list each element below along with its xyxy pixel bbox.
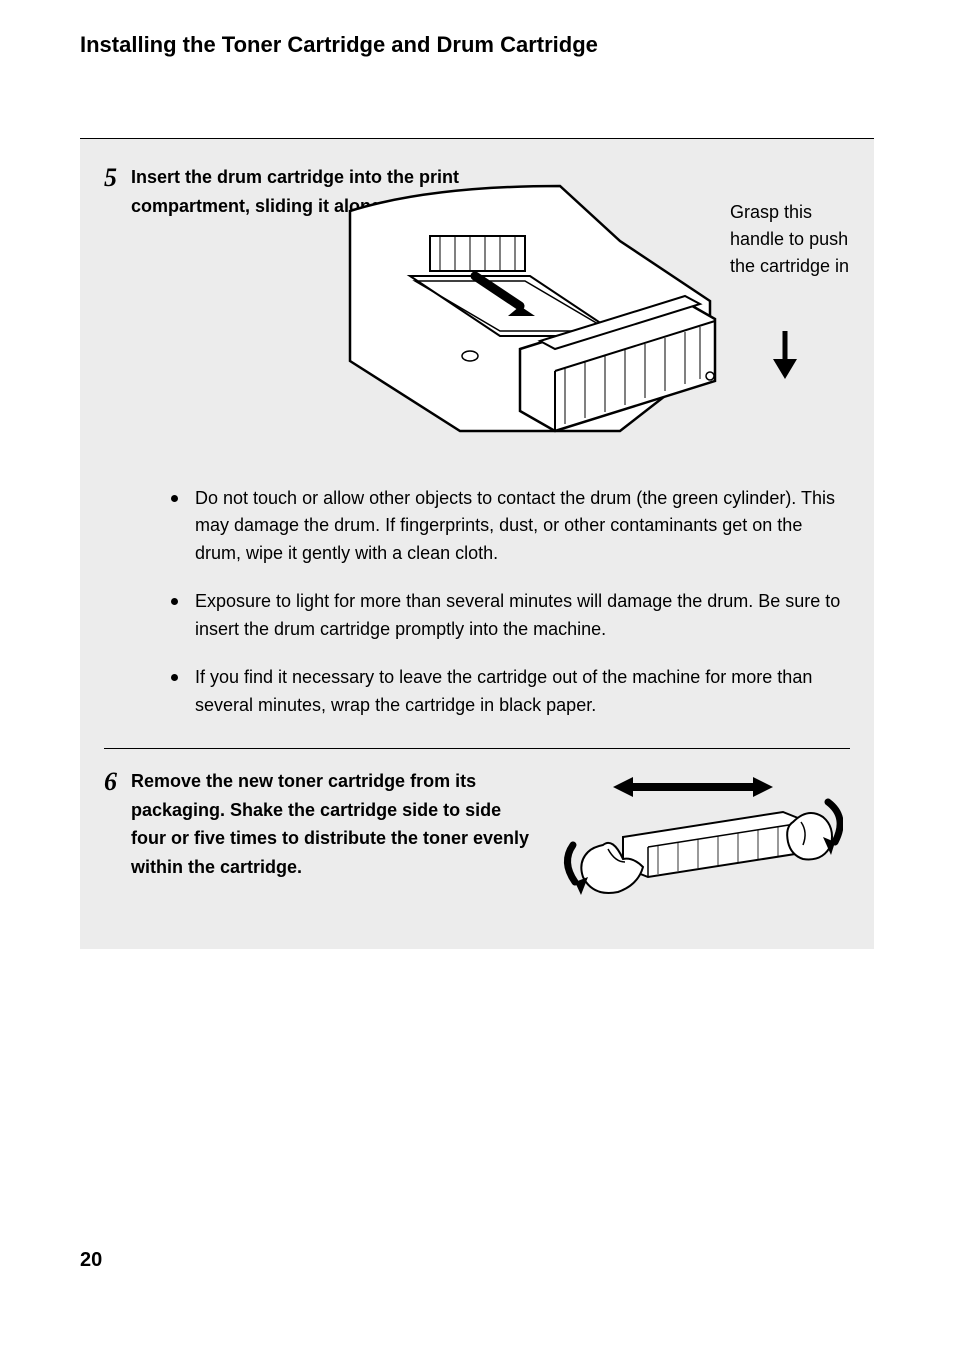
step-5-bullets: Do not touch or allow other objects to c… — [171, 485, 850, 720]
step-6-instruction: Remove the new toner cartridge from its … — [131, 767, 531, 882]
bullet-item: Do not touch or allow other objects to c… — [171, 485, 850, 569]
shake-cartridge-icon — [553, 767, 843, 917]
diagram-label: Grasp this handle to push the cartridge … — [730, 199, 860, 280]
divider — [104, 748, 850, 749]
step-6-diagram — [545, 767, 850, 917]
step-6-number: 6 — [104, 769, 117, 795]
arrow-down-icon — [770, 331, 800, 381]
printer-diagram-icon — [340, 181, 720, 461]
page-number: 20 — [80, 1249, 102, 1272]
step-5-diagram: Grasp this handle to push the cartridge … — [131, 181, 850, 461]
page-title: Installing the Toner Cartridge and Drum … — [80, 32, 874, 58]
step-5-number: 5 — [104, 165, 117, 191]
bullet-item: If you find it necessary to leave the ca… — [171, 664, 850, 720]
step-6: 6 Remove the new toner cartridge from it… — [104, 767, 850, 917]
content-box: 5 Insert the drum cartridge into the pri… — [80, 138, 874, 949]
step-5: 5 Insert the drum cartridge into the pri… — [104, 163, 850, 740]
bullet-item: Exposure to light for more than several … — [171, 588, 850, 644]
